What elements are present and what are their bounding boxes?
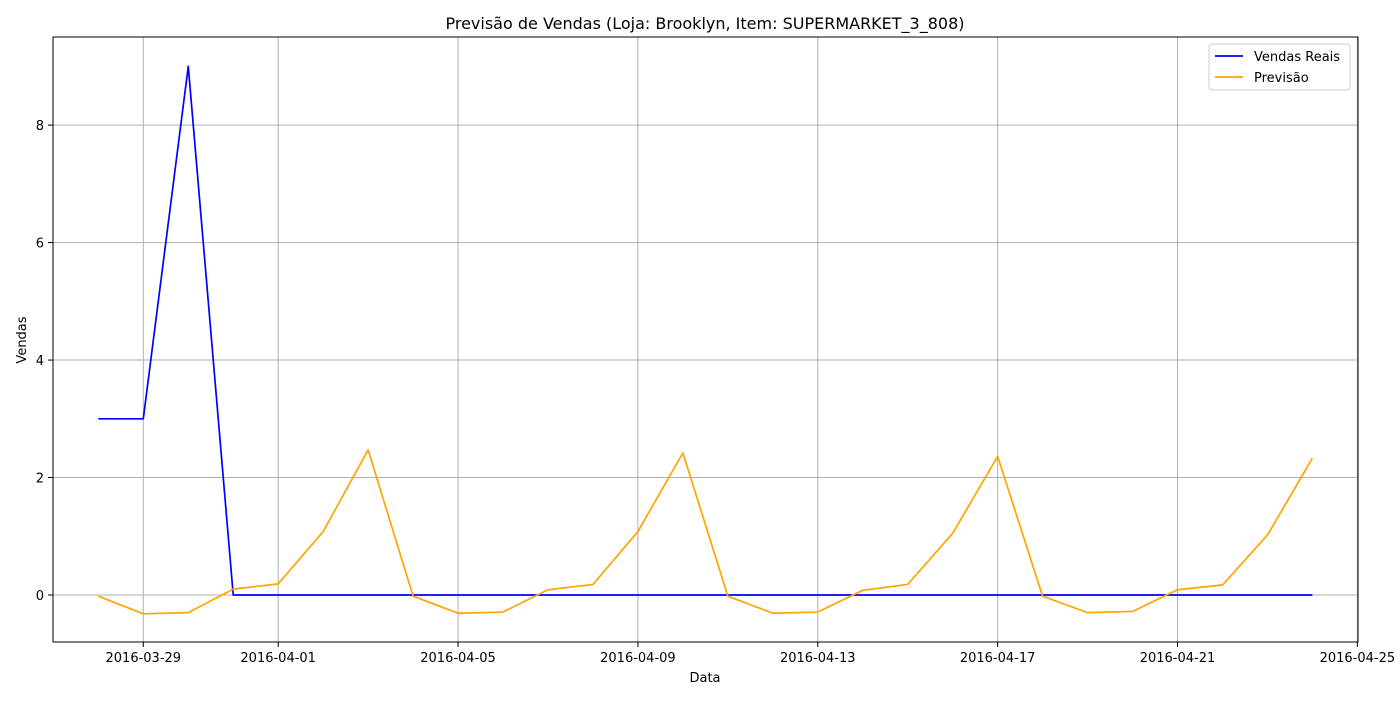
x-axis-ticks: 2016-03-29 2016-04-01 2016-04-05 2016-04-09…: [106, 642, 1396, 666]
series-line-0: [98, 65, 1313, 596]
x-axis-label: Data: [689, 671, 720, 686]
chart-title: Previsão de Vendas (Loja: Brooklyn, Item…: [445, 14, 964, 34]
y-axis-ticks: 0 2 4 6 8: [36, 119, 53, 604]
grid: [53, 37, 1358, 642]
y-tick-label: 6: [36, 237, 44, 252]
y-tick-label: 0: [36, 589, 44, 604]
x-tick-label: 2016-03-29: [106, 651, 182, 666]
x-tick-label: 2016-04-25: [1320, 651, 1396, 666]
y-axis-label: Vendas: [15, 316, 30, 363]
legend: Vendas Reais Previsão: [1208, 43, 1351, 91]
legend-label: Vendas Reais: [1254, 50, 1340, 65]
y-tick-label: 8: [36, 119, 44, 134]
x-tick-label: 2016-04-01: [240, 651, 316, 666]
x-tick-label: 2016-04-17: [960, 651, 1036, 666]
x-tick-label: 2016-04-21: [1140, 651, 1216, 666]
series-layer: [98, 65, 1314, 615]
legend-label: Previsão: [1254, 71, 1309, 86]
legend-box: [1208, 43, 1351, 91]
x-tick-label: 2016-04-13: [780, 651, 856, 666]
y-tick-label: 2: [36, 472, 44, 487]
x-tick-label: 2016-04-09: [600, 651, 676, 666]
series-line-1: [98, 449, 1314, 615]
x-tick-label: 2016-04-05: [420, 651, 496, 666]
plot-frame: [52, 36, 1359, 643]
y-tick-label: 4: [36, 354, 44, 369]
